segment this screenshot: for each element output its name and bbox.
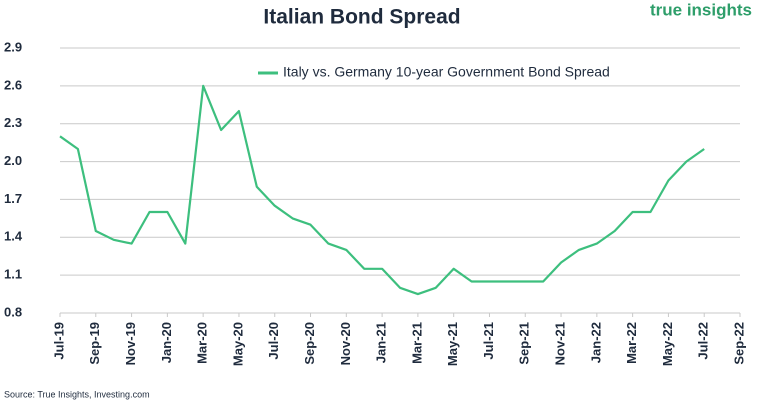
logo: true insights <box>650 0 752 19</box>
x-tick-label: Nov-19 <box>123 322 138 365</box>
source-note: Source: True Insights, Investing.com <box>4 389 150 399</box>
x-tick-label: May-20 <box>230 322 245 366</box>
x-tick-label: Mar-20 <box>195 322 210 364</box>
y-tick-label: 1.7 <box>4 191 22 206</box>
x-tick-label: Sep-21 <box>517 322 532 365</box>
x-tick-label: Jul-20 <box>266 322 281 360</box>
x-tick-label: Nov-21 <box>552 322 567 365</box>
y-tick-label: 2.9 <box>4 39 22 54</box>
legend-label: Italy vs. Germany 10-year Government Bon… <box>283 64 610 80</box>
x-tick-label: Sep-22 <box>731 322 746 365</box>
x-tick-label: Jul-21 <box>481 322 496 360</box>
y-tick-label: 2.6 <box>4 77 22 92</box>
x-tick-label: Sep-19 <box>87 322 102 365</box>
y-tick-label: 2.0 <box>4 153 22 168</box>
chart-title: Italian Bond Spread <box>263 6 460 29</box>
y-tick-label: 0.8 <box>4 304 22 319</box>
y-tick-label: 2.3 <box>4 115 22 130</box>
y-tick-label: 1.4 <box>4 229 23 244</box>
x-tick-label: Jul-19 <box>51 322 66 360</box>
x-tick-label: Mar-22 <box>624 322 639 364</box>
x-tick-label: Jul-22 <box>696 322 711 360</box>
x-tick-label: Sep-20 <box>302 322 317 365</box>
x-tick-label: Mar-21 <box>409 322 424 364</box>
x-tick-label: May-22 <box>660 322 675 366</box>
x-tick-label: May-21 <box>445 322 460 366</box>
x-tick-label: Jan-22 <box>588 322 603 363</box>
data-line <box>59 84 705 296</box>
x-tick-label: Jan-20 <box>159 322 174 363</box>
x-tick-label: Nov-20 <box>338 322 353 365</box>
x-tick-label: Jan-21 <box>374 322 389 363</box>
y-tick-label: 1.1 <box>4 267 22 282</box>
